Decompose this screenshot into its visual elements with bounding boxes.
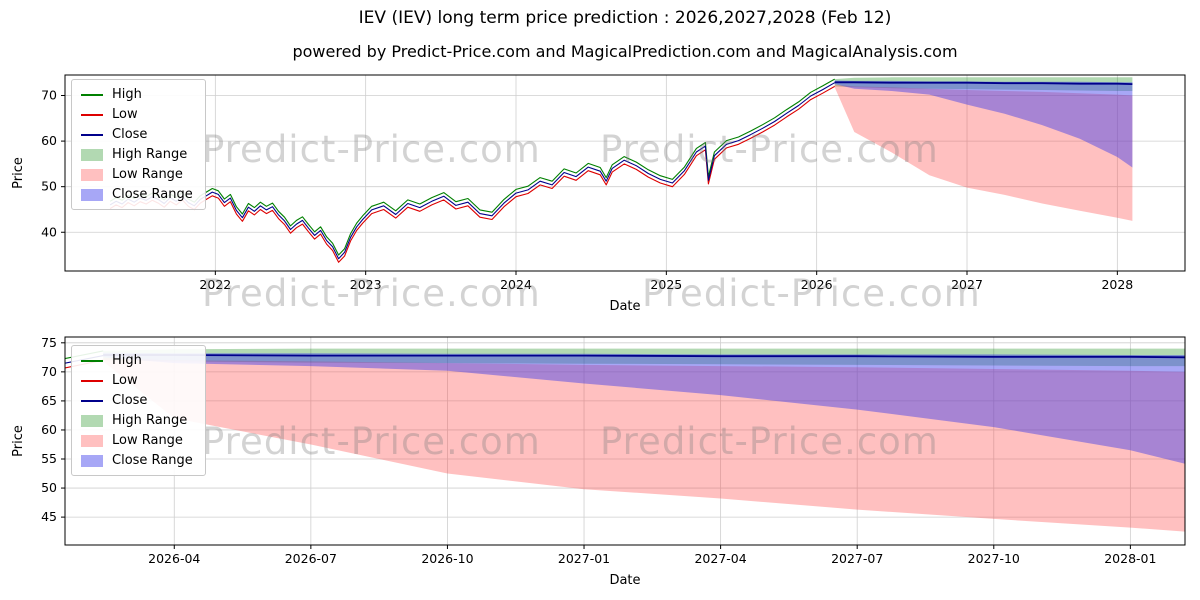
close-range-band (834, 80, 1133, 168)
y-tick-label: 60 (41, 133, 57, 148)
legend-entry: High (81, 86, 193, 103)
legend-label: Low Range (112, 167, 183, 182)
legend-entry: High (81, 352, 193, 369)
axes-frame (64, 74, 1186, 272)
legend-swatch-low (81, 113, 103, 116)
y-axis-label: Price (11, 157, 26, 189)
legend-label: High Range (112, 147, 188, 162)
legend-label: Low (112, 373, 138, 388)
legend-label: High (112, 87, 142, 102)
legend-entry: Close (81, 392, 193, 409)
legend-label: Close (112, 393, 148, 408)
low-range-band (103, 357, 1185, 532)
x-tick-label: 2027-07 (831, 551, 883, 566)
series-layer (65, 348, 1185, 532)
y-tick-label: 50 (41, 179, 57, 194)
x-tick-label: 2026 (801, 277, 833, 292)
legend-label: Low Range (112, 433, 183, 448)
x-tick-label: 2024 (500, 277, 532, 292)
high-range-band (834, 77, 1133, 91)
y-tick-label: 70 (41, 364, 57, 379)
legend-entry: Low (81, 106, 193, 123)
y-tick-label: 50 (41, 480, 57, 495)
x-tick-label: 2026-04 (148, 551, 200, 566)
legend-swatch-close_range (81, 188, 103, 201)
y-tick-label: 65 (41, 393, 57, 408)
page-title: IEV (IEV) long term price prediction : 2… (358, 8, 892, 28)
low-range-band (834, 84, 1133, 221)
close-range-band (103, 352, 1185, 464)
x-axis-label: Date (609, 573, 640, 588)
x-tick-label: 2023 (350, 277, 382, 292)
page-subtitle: powered by Predict-Price.com and Magical… (292, 42, 958, 61)
legend-swatch-high_range (81, 148, 103, 161)
legend-entry: Close Range (81, 186, 193, 203)
history-high-line (109, 78, 835, 256)
high-range-band (103, 348, 1185, 367)
x-tick-label: 2028 (1101, 277, 1133, 292)
legend-box-top: High Low Close High Range Low Range Close Ran… (71, 79, 206, 210)
legend-swatch-low_range (81, 168, 103, 181)
legend-label: Close Range (112, 453, 193, 468)
x-tick-label: 2028-01 (1104, 551, 1156, 566)
legend-swatch-high (81, 93, 103, 96)
legend-swatch-close_range (81, 454, 103, 467)
legend-swatch-close (81, 399, 103, 402)
y-tick-label: 75 (41, 335, 57, 350)
x-tick-label: 2027 (951, 277, 983, 292)
y-tick-label: 55 (41, 451, 57, 466)
axes-frame (64, 336, 1186, 546)
legend-entry: Close (81, 126, 193, 143)
legend-label: High (112, 353, 142, 368)
legend-swatch-low (81, 379, 103, 382)
y-tick-label: 40 (41, 224, 57, 239)
x-axis-label: Date (609, 299, 640, 314)
legend-entry: Close Range (81, 452, 193, 469)
y-tick-label: 60 (41, 422, 57, 437)
legend-entry: High Range (81, 412, 193, 429)
legend-entry: Low Range (81, 432, 193, 449)
legend-label: Close Range (112, 187, 193, 202)
legend-label: High Range (112, 413, 188, 428)
legend-entry: Low (81, 372, 193, 389)
legend-label: Close (112, 127, 148, 142)
forecast-close-line (834, 81, 1133, 85)
chart-forecast-detail: 2026-04 2026-07 2026-10 2027-01 2027-04 2027-… (11, 335, 1186, 588)
x-tick-label: 2025 (650, 277, 682, 292)
x-tick-label: 2022 (199, 277, 231, 292)
legend-swatch-high (81, 359, 103, 362)
history-low-line (109, 85, 835, 263)
legend-entry: High Range (81, 146, 193, 163)
y-tick-label: 45 (41, 509, 57, 524)
y-axis-label: Price (11, 425, 26, 457)
legend-swatch-close (81, 133, 103, 136)
x-tick-label: 2026-07 (285, 551, 337, 566)
x-tick-label: 2026-10 (421, 551, 473, 566)
y-tick-label: 70 (41, 88, 57, 103)
legend-entry: Low Range (81, 166, 193, 183)
x-tick-label: 2027-01 (558, 551, 610, 566)
legend-swatch-low_range (81, 434, 103, 447)
legend-label: Low (112, 107, 138, 122)
x-tick-label: 2027-04 (694, 551, 746, 566)
series-layer (109, 77, 1133, 263)
x-tick-label: 2027-10 (968, 551, 1020, 566)
legend-swatch-high_range (81, 414, 103, 427)
forecast-close-line (103, 354, 1185, 359)
legend-box-bottom: High Low Close High Range Low Range Close Ran… (71, 345, 206, 476)
